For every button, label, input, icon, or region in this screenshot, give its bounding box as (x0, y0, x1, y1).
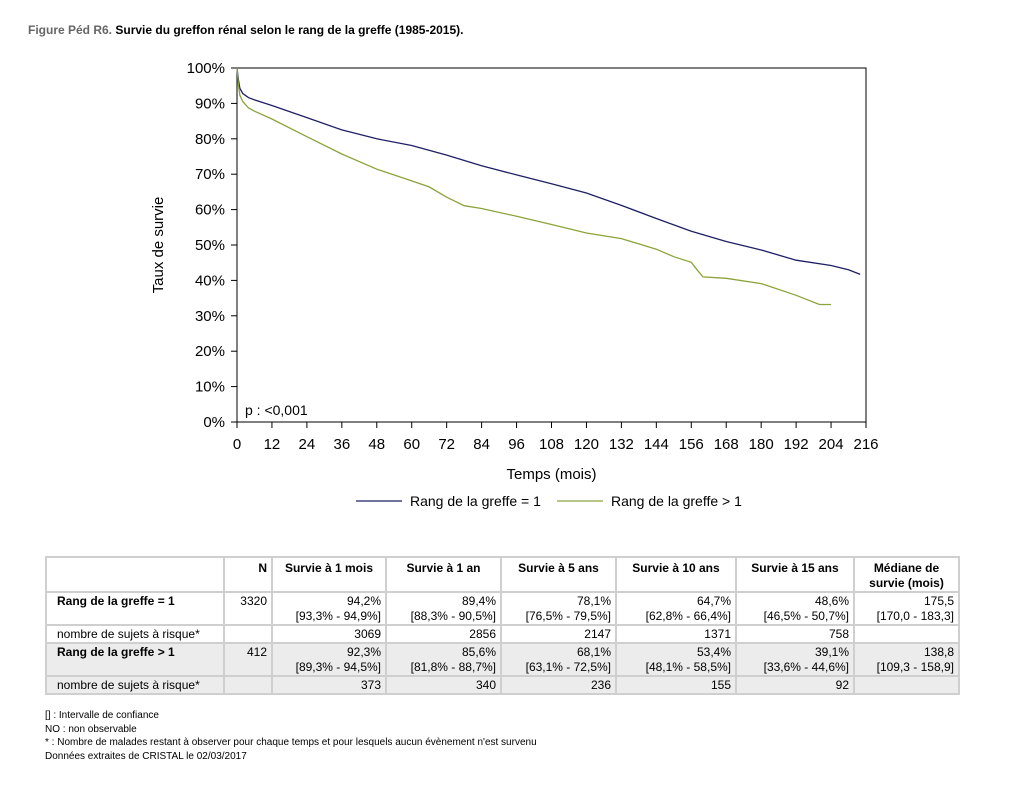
group2-n: 412 (223, 642, 273, 677)
group1-cell: 48,6% [46,5% - 50,7%] (735, 591, 855, 626)
group2-risk-cell: 373 (271, 675, 387, 695)
footnote: NO : non observable (45, 723, 137, 735)
group2-cell: 53,4% [48,1% - 58,5%] (615, 642, 737, 677)
group1-risk-cell (853, 624, 960, 644)
table-header-row: N Survie à 1 mois Survie à 1 an Survie à… (45, 556, 960, 593)
table-header-blank (45, 556, 225, 593)
survival-chart: 0% 10% 20% 30% 40% 50% 60% 70% 80% 90% 100% 0 12 24 3… (150, 60, 879, 509)
x-tick-label: 120 (574, 436, 599, 453)
group2-cell: 138,8 [109,3 - 158,9] (853, 642, 960, 677)
table-row-group1: Rang de la greffe = 1 3320 94,2% [93,3% -… (45, 591, 960, 626)
table-row-group1-risk: nombre de sujets à risque* 3069 2856 214… (45, 624, 960, 644)
y-tick-label: 90% (195, 95, 225, 112)
x-tick-label: 216 (853, 436, 878, 453)
x-tick-label: 0 (233, 436, 241, 453)
y-tick-label: 10% (195, 379, 225, 396)
group2-cell: 92,3% [89,3% - 94,5%] (271, 642, 387, 677)
y-tick-label: 100% (187, 60, 225, 77)
group2-label: Rang de la greffe > 1 (45, 642, 225, 677)
table-header-1-an: Survie à 1 an (385, 556, 502, 593)
x-tick-label: 180 (749, 436, 774, 453)
legend: Rang de la greffe = 1 Rang de la greffe >… (356, 493, 742, 509)
x-axis: 0 12 24 36 48 60 72 84 96 108 120 132 144 156 168 180 19… (233, 422, 879, 453)
group1-cell: 175,5 [170,0 - 183,3] (853, 591, 960, 626)
group2-risk-cell (223, 675, 273, 695)
group1-risk-cell (223, 624, 273, 644)
x-tick-label: 60 (403, 436, 420, 453)
y-axis-label: Taux de survie (150, 197, 167, 294)
x-tick-label: 108 (539, 436, 564, 453)
series-line-2 (236, 67, 832, 306)
y-tick-label: 70% (195, 166, 225, 183)
group2-risk-cell: 236 (500, 675, 617, 695)
group2-risk-cell: 92 (735, 675, 855, 695)
group1-n: 3320 (223, 591, 273, 626)
series-line-1 (236, 67, 861, 276)
x-tick-label: 96 (508, 436, 525, 453)
footnote: [] : Intervalle de confiance (45, 710, 159, 721)
group2-risk-cell: 340 (385, 675, 502, 695)
group2-risk-cell (853, 675, 960, 695)
footnote: Données extraites de CRISTAL le 02/03/20… (45, 750, 247, 762)
group2-risk-label: nombre de sujets à risque* (45, 675, 225, 695)
table-header-mediane: Médiane de survie (mois) (853, 556, 960, 593)
footnotes: [] : Intervalle de confiance NO : non ob… (45, 709, 537, 763)
group1-cell: 64,7% [62,8% - 66,4%] (615, 591, 737, 626)
x-tick-label: 192 (784, 436, 809, 453)
group1-risk-cell: 2147 (500, 624, 617, 644)
x-tick-label: 24 (299, 436, 316, 453)
group1-risk-label: nombre de sujets à risque* (45, 624, 225, 644)
table-header-1-mois: Survie à 1 mois (271, 556, 387, 593)
x-tick-label: 72 (438, 436, 455, 453)
group2-cell: 68,1% [63,1% - 72,5%] (500, 642, 617, 677)
series-lines (236, 67, 861, 306)
legend-label: Rang de la greffe > 1 (611, 493, 742, 509)
group1-risk-cell: 2856 (385, 624, 502, 644)
group1-cell: 94,2% [93,3% - 94,9%] (271, 591, 387, 626)
x-tick-label: 132 (609, 436, 634, 453)
x-tick-label: 84 (473, 436, 490, 453)
y-tick-label: 0% (203, 414, 225, 431)
y-tick-label: 50% (195, 237, 225, 254)
x-tick-label: 144 (644, 436, 669, 453)
y-axis: 0% 10% 20% 30% 40% 50% 60% 70% 80% 90% 100% (187, 60, 237, 431)
group1-risk-cell: 1371 (615, 624, 737, 644)
group2-cell: 85,6% [81,8% - 88,7%] (385, 642, 502, 677)
table-row-group2-risk: nombre de sujets à risque* 373 340 236 1… (45, 675, 960, 695)
p-value-annotation: p : <0,001 (245, 402, 308, 418)
table-header-n: N (223, 556, 273, 593)
x-tick-label: 204 (819, 436, 844, 453)
group1-label: Rang de la greffe = 1 (45, 591, 225, 626)
legend-label: Rang de la greffe = 1 (410, 493, 541, 509)
figure-prefix: Figure Péd R6. (28, 23, 113, 37)
x-tick-label: 12 (264, 436, 281, 453)
x-tick-label: 36 (333, 436, 350, 453)
survival-table: N Survie à 1 mois Survie à 1 an Survie à… (45, 556, 960, 695)
x-axis-label: Temps (mois) (506, 466, 596, 483)
y-tick-label: 40% (195, 272, 225, 289)
group1-risk-cell: 758 (735, 624, 855, 644)
x-tick-label: 156 (679, 436, 704, 453)
group1-cell: 89,4% [88,3% - 90,5%] (385, 591, 502, 626)
group1-cell: 78,1% [76,5% - 79,5%] (500, 591, 617, 626)
group2-cell: 39,1% [33,6% - 44,6%] (735, 642, 855, 677)
table-header-5-ans: Survie à 5 ans (500, 556, 617, 593)
x-tick-label: 168 (714, 436, 739, 453)
plot-frame (236, 67, 867, 423)
x-tick-label: 48 (368, 436, 385, 453)
footnote: * : Nombre de malades restant à observer… (45, 737, 537, 748)
y-tick-label: 80% (195, 131, 225, 148)
group1-risk-cell: 3069 (271, 624, 387, 644)
group2-risk-cell: 155 (615, 675, 737, 695)
y-tick-label: 60% (195, 202, 225, 219)
table-header-15-ans: Survie à 15 ans (735, 556, 855, 593)
figure-title: Figure Péd R6. Survie du greffon rénal s… (28, 23, 464, 37)
y-tick-label: 30% (195, 308, 225, 325)
table-header-10-ans: Survie à 10 ans (615, 556, 737, 593)
y-tick-label: 20% (195, 343, 225, 360)
table-row-group2: Rang de la greffe > 1 412 92,3% [89,3% - … (45, 642, 960, 677)
figure-title-text: Survie du greffon rénal selon le rang de… (115, 23, 464, 37)
